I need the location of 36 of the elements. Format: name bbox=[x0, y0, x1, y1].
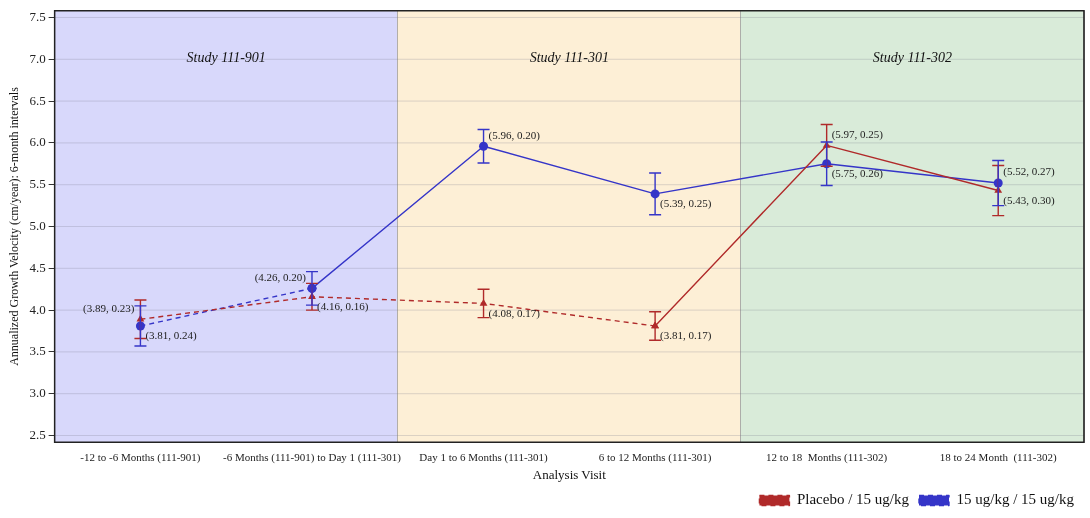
data-label: (5.75, 0.26) bbox=[831, 167, 884, 181]
band-label: Study 111-901 bbox=[186, 50, 266, 66]
band-label: Study 111-301 bbox=[529, 50, 609, 66]
x-axis-title: Analysis Visit bbox=[532, 466, 607, 482]
x-tick-label: Day 1 to 6 Months (111-301) bbox=[419, 450, 549, 464]
data-label: (5.52, 0.27) bbox=[1003, 165, 1055, 179]
y-tick-label: 4.5 bbox=[29, 259, 46, 275]
data-label: (4.08, 0.17) bbox=[488, 306, 541, 320]
y-tick-label: 6.5 bbox=[29, 92, 46, 108]
y-tick-label: 3.0 bbox=[29, 385, 46, 401]
data-label: (3.81, 0.17) bbox=[660, 329, 712, 343]
x-tick-label: -6 Months (111-901) to Day 1 (111-301) bbox=[222, 450, 402, 464]
y-tick-label: 6.0 bbox=[29, 134, 46, 150]
legend-label: Placebo / 15 ug/kg bbox=[796, 491, 910, 508]
y-axis-title: Annualized Growth Velocity (cm/year): 6-month intervals bbox=[7, 86, 22, 366]
data-label: (5.43, 0.30) bbox=[1003, 193, 1055, 207]
data-label: (4.16, 0.16) bbox=[316, 300, 369, 314]
y-tick-label: 5.0 bbox=[29, 217, 46, 233]
y-tick-label: 3.5 bbox=[29, 343, 46, 359]
y-tick-label: 5.5 bbox=[29, 176, 46, 192]
data-label: (3.81, 0.24) bbox=[145, 329, 198, 343]
band-label: Study 111-302 bbox=[872, 50, 953, 66]
data-label: (3.89, 0.23) bbox=[83, 301, 135, 315]
data-label: (4.26, 0.20) bbox=[254, 270, 307, 284]
data-label: (5.39, 0.25) bbox=[660, 197, 712, 211]
x-tick-label: -12 to -6 Months (111-901) bbox=[80, 450, 201, 464]
y-tick-label: 4.0 bbox=[29, 301, 46, 317]
x-tick-label: 6 to 12 Months (111-301) bbox=[598, 450, 712, 464]
data-label: (5.96, 0.20) bbox=[488, 128, 541, 142]
data-label: (5.97, 0.25) bbox=[831, 127, 884, 141]
legend-label: 15 ug/kg / 15 ug/kg bbox=[956, 491, 1075, 508]
y-tick-label: 7.5 bbox=[29, 8, 46, 24]
y-tick-label: 7.0 bbox=[29, 50, 46, 66]
y-tick-label: 2.5 bbox=[29, 426, 46, 442]
x-tick-label: 18 to 24 Month (111-302) bbox=[939, 450, 1057, 464]
x-tick-label: 12 to 18 Months (111-302) bbox=[766, 450, 888, 464]
